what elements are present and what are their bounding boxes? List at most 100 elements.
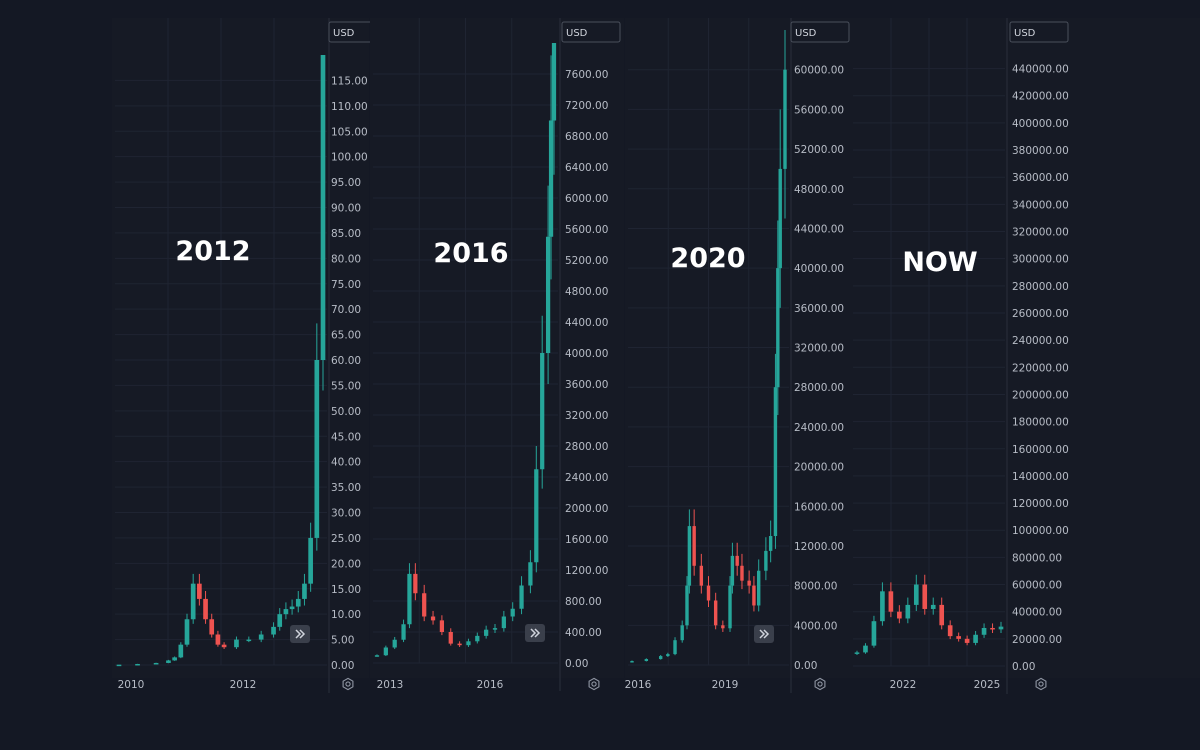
candle	[203, 598, 208, 620]
y-tick-label: 55.00	[331, 380, 361, 392]
candle	[551, 43, 557, 121]
scroll-forward-icon[interactable]	[525, 624, 545, 642]
y-tick-label: 6400.00	[565, 162, 608, 174]
y-tick-label: 115.00	[331, 75, 368, 87]
candle	[308, 537, 313, 584]
y-tick-label: 80000.00	[1012, 552, 1062, 564]
candle	[998, 626, 1004, 630]
candle	[221, 644, 227, 648]
candle	[510, 608, 515, 617]
candle	[178, 644, 184, 658]
y-tick-label: 440000.00	[1012, 64, 1069, 76]
gear-icon[interactable]	[588, 677, 600, 691]
candle	[545, 236, 551, 353]
y-tick-label: 3600.00	[565, 379, 608, 391]
chart-panel-3: 0.00 20000.00 40000.00 60000.00 80000.00 1000…	[850, 18, 1200, 694]
currency-box[interactable]	[561, 21, 621, 43]
candle	[172, 657, 177, 661]
y-tick-label: 35.00	[331, 482, 361, 494]
y-tick-label: 52000.00	[794, 144, 844, 156]
y-tick-label: 8000.00	[794, 581, 837, 593]
candle	[466, 641, 471, 646]
y-tick-label: 15.00	[331, 584, 361, 596]
y-tick-label: 60000.00	[1012, 580, 1062, 592]
y-tick-label: 40.00	[331, 457, 361, 469]
candle	[407, 573, 412, 625]
gear-icon[interactable]	[342, 677, 354, 691]
y-tick-label: 260000.00	[1012, 308, 1069, 320]
y-tick-label: 70.00	[331, 304, 361, 316]
candle	[783, 69, 787, 169]
panel-title: 2012	[175, 236, 250, 267]
y-tick-label: 140000.00	[1012, 471, 1069, 483]
y-tick-label: 12000.00	[794, 541, 844, 553]
candle	[448, 632, 453, 644]
candle	[692, 526, 696, 566]
candle	[234, 639, 239, 648]
candle	[277, 614, 283, 627]
candle	[939, 604, 945, 626]
candle	[283, 609, 289, 615]
y-tick-label: 110.00	[331, 101, 368, 113]
y-tick-label: 0.00	[331, 660, 354, 672]
candle	[863, 645, 868, 653]
currency-box[interactable]	[790, 21, 850, 43]
candle	[706, 585, 711, 601]
y-tick-label: 420000.00	[1012, 91, 1069, 103]
y-tick-label: 25.00	[331, 533, 361, 545]
y-tick-label: 6800.00	[565, 131, 608, 143]
candle	[776, 268, 780, 388]
chart-panel-2: 0.00 4000.00 8000.00 12000.00 16000.00 20000.…	[625, 18, 850, 693]
candle	[534, 469, 539, 563]
candle	[190, 583, 196, 620]
candle	[295, 598, 301, 607]
y-tick-label: 40000.00	[1012, 607, 1062, 619]
panel-background	[370, 18, 624, 678]
y-tick-label: 20.00	[331, 558, 361, 570]
y-tick-label: 36000.00	[794, 303, 844, 315]
panel-background	[850, 18, 1200, 678]
y-tick-label: 30.00	[331, 508, 361, 520]
y-tick-label: 40000.00	[794, 263, 844, 275]
y-tick-label: 60.00	[331, 355, 361, 367]
candle	[673, 640, 677, 655]
candle	[854, 652, 860, 654]
candle	[740, 565, 744, 581]
scroll-forward-icon[interactable]	[754, 625, 774, 643]
candle	[687, 526, 692, 586]
candle	[528, 562, 533, 586]
y-tick-label: 4000.00	[794, 620, 837, 632]
gear-icon[interactable]	[814, 677, 826, 691]
y-tick-label: 380000.00	[1012, 145, 1069, 157]
y-tick-label: 95.00	[331, 177, 361, 189]
candle	[630, 661, 634, 663]
candle	[713, 600, 718, 626]
gear-icon[interactable]	[1035, 677, 1047, 691]
currency-label: USD	[566, 28, 588, 39]
candle	[757, 570, 761, 606]
y-tick-label: 50.00	[331, 406, 361, 418]
x-tick-label: 2016	[625, 679, 652, 691]
candle	[644, 659, 649, 662]
candle	[383, 647, 388, 656]
candle	[768, 536, 773, 551]
panel-title: NOW	[902, 247, 977, 278]
candle	[964, 638, 970, 643]
y-tick-label: 60000.00	[794, 65, 844, 77]
candle	[116, 664, 122, 667]
candle	[314, 360, 320, 538]
candle	[922, 584, 928, 609]
scroll-forward-icon[interactable]	[290, 625, 310, 643]
y-tick-label: 16000.00	[794, 501, 844, 513]
candle	[209, 619, 215, 635]
y-tick-label: 75.00	[331, 279, 361, 291]
currency-box[interactable]	[1009, 21, 1069, 43]
y-tick-label: 7600.00	[565, 69, 608, 81]
y-tick-label: 5600.00	[565, 224, 608, 236]
y-tick-label: 20000.00	[794, 462, 844, 474]
x-tick-label: 2022	[890, 679, 917, 691]
y-tick-label: 105.00	[331, 126, 368, 138]
candle	[519, 585, 524, 609]
candle	[271, 626, 276, 635]
